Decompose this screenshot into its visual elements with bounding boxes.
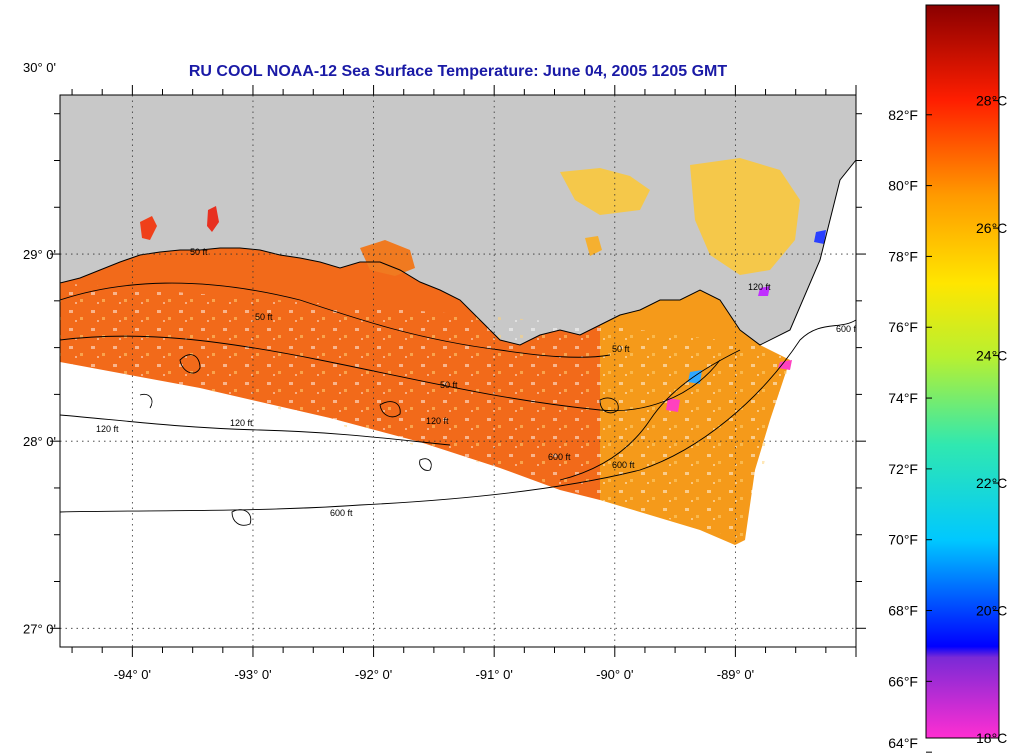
contour-label: 600 ft	[612, 460, 635, 470]
lon-tick-label: -92° 0'	[355, 667, 392, 682]
sst-patch-northeast	[690, 158, 800, 275]
colorbar-fahrenheit-label: 76°F	[888, 319, 918, 335]
lat-tick-label: 30° 0'	[23, 60, 56, 75]
colorbar-celsius-labels: 28°C 26°C 24°C 22°C 20°C 18°C	[976, 93, 1007, 746]
contour-label: 600 ft	[548, 452, 571, 462]
lon-tick-label: -89° 0'	[717, 667, 754, 682]
lon-tick-label: -91° 0'	[476, 667, 513, 682]
sst-patch-small	[207, 206, 219, 232]
colorbar-fahrenheit-label: 74°F	[888, 390, 918, 406]
contour-label: 50 ft	[612, 344, 630, 354]
colorbar: 82°F 80°F 78°F 76°F 74°F 72°F 70°F 68°F 66°F 64°F…	[888, 4, 1007, 753]
contour-label: 120 ft	[748, 282, 771, 292]
contour-label: 600 ft	[836, 324, 859, 334]
coastline	[60, 159, 856, 346]
colorbar-fahrenheit-label: 82°F	[888, 107, 918, 123]
axis-ticks	[50, 85, 866, 657]
depth-contours	[60, 282, 856, 526]
cold-spot	[814, 230, 826, 244]
lat-tick-label: 29° 0'	[23, 247, 56, 262]
colorbar-fahrenheit-label: 72°F	[888, 461, 918, 477]
contour-label: 120 ft	[96, 424, 119, 434]
sst-patch-small	[585, 236, 602, 256]
cold-spot	[666, 398, 680, 412]
latitude-tick-labels: 30° 0' 29° 0' 28° 0' 27° 0'	[23, 60, 56, 636]
colorbar-fahrenheit-label: 64°F	[888, 735, 918, 751]
lat-tick-label: 27° 0'	[23, 621, 56, 636]
cold-spot	[778, 360, 792, 370]
graticule	[60, 95, 856, 647]
lon-tick-label: -93° 0'	[234, 667, 271, 682]
colorbar-celsius-label: 18°C	[976, 730, 1007, 746]
contour-label: 120 ft	[230, 418, 253, 428]
colorbar-celsius-label: 22°C	[976, 475, 1007, 491]
colorbar-fahrenheit-label: 66°F	[888, 673, 918, 689]
cold-spot	[758, 286, 770, 296]
colorbar-celsius-label: 20°C	[976, 603, 1007, 619]
lon-tick-label: -94° 0'	[114, 667, 151, 682]
sst-patch-north	[560, 168, 650, 215]
colorbar-fahrenheit-labels: 82°F 80°F 78°F 76°F 74°F 72°F 70°F 68°F 66°F 64°F	[888, 107, 932, 753]
colorbar-fahrenheit-label: 80°F	[888, 178, 918, 194]
contour-label: 600 ft	[330, 508, 353, 518]
contour-labels: 50 ft 50 ft 50 ft 50 ft 120 ft 120 ft 120 ft 12…	[96, 247, 859, 518]
colorbar-fahrenheit-label: 70°F	[888, 532, 918, 548]
lon-tick-label: -90° 0'	[596, 667, 633, 682]
contour-label: 50 ft	[255, 312, 273, 322]
colorbar-celsius-label: 24°C	[976, 348, 1007, 364]
colorbar-gradient	[925, 4, 1000, 739]
contour-label: 50 ft	[440, 380, 458, 390]
contour-label: 50 ft	[190, 247, 208, 257]
lat-tick-label: 28° 0'	[23, 434, 56, 449]
sst-patch-small	[140, 216, 157, 240]
colorbar-fahrenheit-label: 78°F	[888, 248, 918, 264]
contour-label: 120 ft	[426, 416, 449, 426]
colorbar-fahrenheit-label: 68°F	[888, 603, 918, 619]
colorbar-celsius-label: 28°C	[976, 93, 1007, 109]
longitude-tick-labels: -94° 0' -93° 0' -92° 0' -91° 0' -90° 0' -89° …	[114, 667, 754, 682]
map-frame	[59, 94, 857, 648]
colorbar-celsius-label: 26°C	[976, 220, 1007, 236]
map-area: 50 ft 50 ft 50 ft 50 ft 120 ft 120 ft 120 ft 12…	[60, 95, 859, 647]
map-title: RU COOL NOAA-12 Sea Surface Temperature:…	[188, 63, 728, 80]
